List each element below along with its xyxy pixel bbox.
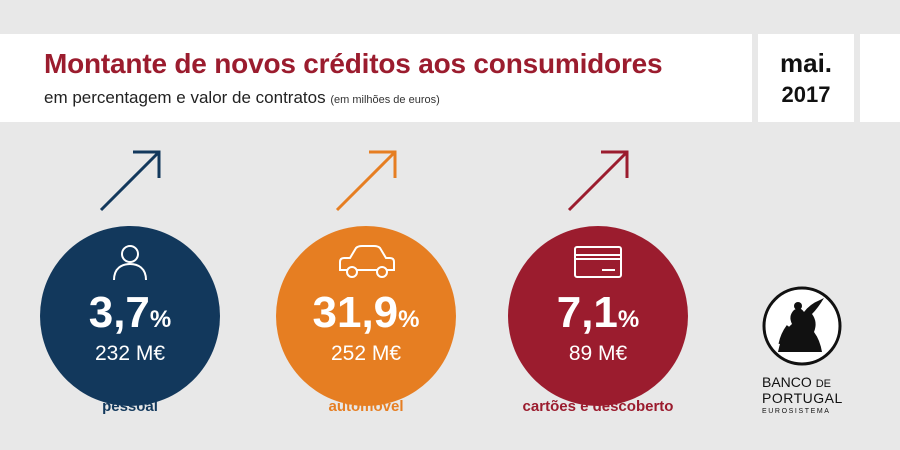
person-icon bbox=[40, 242, 220, 287]
stat-amount: 252 M€ bbox=[330, 342, 402, 365]
car-icon bbox=[276, 242, 456, 287]
page-subtitle: em percentagem e valor de contratos (em … bbox=[44, 88, 440, 108]
date-month: mai. bbox=[779, 48, 833, 78]
percent-value: 7,1 bbox=[556, 288, 618, 337]
arrow-up-right-icon bbox=[567, 150, 629, 212]
stat-label: automóvel bbox=[328, 398, 404, 415]
percent-sign: % bbox=[617, 306, 640, 333]
logo-text-line1: BANCO DE bbox=[762, 374, 831, 390]
percent-value: 3,7 bbox=[88, 288, 150, 337]
logo-text-line2: PORTUGAL bbox=[762, 390, 843, 406]
page-title: Montante de novos créditos aos consumido… bbox=[44, 48, 663, 79]
banco-de-portugal-logo: BANCO DE PORTUGAL EUROSISTEMA bbox=[748, 282, 858, 432]
stat-label: cartões e descoberto bbox=[522, 398, 674, 415]
stat-label: pessoal bbox=[102, 398, 158, 415]
subtitle-text: em percentagem e valor de contratos bbox=[44, 88, 326, 107]
header-edge bbox=[860, 34, 900, 122]
stat-amount: 232 M€ bbox=[94, 342, 166, 365]
stat-circle: 7,1% 89 M€ bbox=[508, 226, 688, 406]
logo-text-banco: BANCO bbox=[762, 374, 816, 390]
subtitle-note: (em milhões de euros) bbox=[330, 94, 440, 106]
percent-sign: % bbox=[398, 306, 420, 333]
logo-text-de: DE bbox=[815, 378, 831, 390]
header-panel bbox=[0, 34, 752, 122]
arrow-up-right-icon bbox=[335, 150, 397, 212]
credit-card-icon bbox=[508, 242, 688, 287]
stat-percent: 7,1% bbox=[508, 288, 688, 338]
date-year: 2017 bbox=[781, 82, 831, 107]
seal-emblem-icon bbox=[762, 286, 842, 366]
stat-circle: 31,9% 252 M€ bbox=[276, 226, 456, 406]
date-badge: mai. 2017 bbox=[758, 34, 854, 122]
stat-percent: 31,9% bbox=[276, 288, 456, 338]
stat-amount: 89 M€ bbox=[568, 342, 628, 365]
stat-percent: 3,7% bbox=[40, 288, 220, 338]
percent-sign: % bbox=[149, 306, 172, 333]
logo-text-line3: EUROSISTEMA bbox=[762, 408, 831, 415]
stat-circle: 3,7% 232 M€ bbox=[40, 226, 220, 406]
percent-value: 31,9 bbox=[312, 288, 399, 337]
arrow-up-right-icon bbox=[99, 150, 161, 212]
